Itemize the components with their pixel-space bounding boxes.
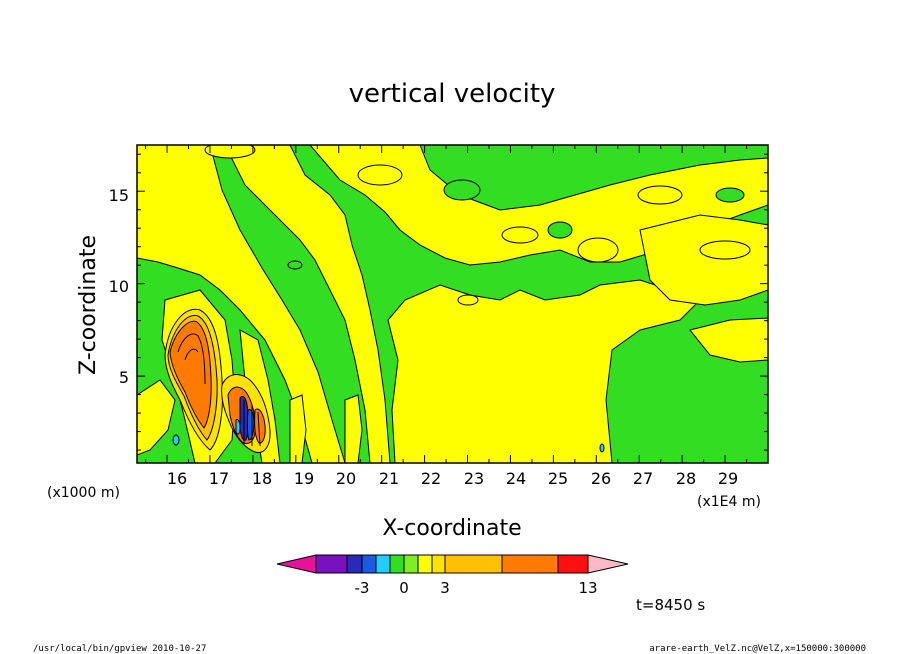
footer-left: /usr/local/bin/gpview 2010-10-27 bbox=[33, 644, 206, 654]
colorbar-tick-label: 13 bbox=[578, 579, 597, 597]
x-unit-label: (x1E4 m) bbox=[697, 494, 761, 510]
colorbar-tick-label: -3 bbox=[355, 579, 370, 597]
colorbar-segment bbox=[346, 554, 363, 574]
colorbar-extend-high bbox=[587, 554, 629, 574]
y-tick-label: 10 bbox=[109, 277, 129, 296]
x-tick-label: 27 bbox=[633, 469, 653, 488]
colorbar-segment bbox=[431, 554, 446, 574]
y-tick-labels: 5 10 15 bbox=[109, 186, 129, 387]
x-tick-label: 17 bbox=[209, 469, 229, 488]
x-axis-ticks bbox=[145, 145, 769, 463]
x-tick-label: 19 bbox=[294, 469, 314, 488]
y-axis-label: Z-coordinate bbox=[76, 235, 101, 375]
x-tick-label: 21 bbox=[379, 469, 399, 488]
colorbar-extend-low bbox=[276, 554, 317, 574]
colorbar-tick-label: 3 bbox=[440, 579, 450, 597]
colorbar-labels: -3 0 3 13 bbox=[355, 579, 598, 597]
y-axis-ticks bbox=[137, 153, 768, 451]
x-axis-label: X-coordinate bbox=[382, 516, 521, 541]
x-tick-label: 24 bbox=[506, 469, 526, 488]
field-updraft-core-lower bbox=[221, 374, 271, 454]
field-green-islands bbox=[287, 179, 745, 270]
x-tick-labels: 16 17 18 19 20 21 22 23 24 25 26 27 28 2… bbox=[167, 469, 738, 488]
axes-frame bbox=[136, 144, 769, 464]
field-updraft-core-left bbox=[164, 308, 223, 451]
chart-title: vertical velocity bbox=[349, 79, 556, 109]
x-tick-label: 28 bbox=[676, 469, 696, 488]
colorbar-segment bbox=[417, 554, 433, 574]
colorbar-tick-label: 0 bbox=[399, 579, 409, 597]
y-unit-label: (x1000 m) bbox=[47, 485, 120, 501]
field-small-downdrafts bbox=[172, 434, 605, 453]
x-tick-label: 18 bbox=[252, 469, 272, 488]
x-tick-label: 20 bbox=[336, 469, 356, 488]
x-tick-label: 26 bbox=[591, 469, 611, 488]
x-tick-label: 22 bbox=[421, 469, 441, 488]
x-tick-label: 29 bbox=[718, 469, 738, 488]
colorbar-segment bbox=[403, 554, 419, 574]
x-tick-label: 25 bbox=[548, 469, 568, 488]
colorbar bbox=[276, 554, 629, 574]
y-tick-label: 5 bbox=[119, 368, 129, 387]
plot-area bbox=[137, 145, 768, 463]
colorbar-segment bbox=[501, 554, 559, 574]
colorbar-segment bbox=[444, 554, 503, 574]
y-tick-label: 15 bbox=[109, 186, 129, 205]
colorbar-segment bbox=[315, 554, 348, 574]
x-tick-label: 23 bbox=[464, 469, 484, 488]
colorbar-segment bbox=[557, 554, 589, 574]
footer-right: arare-earth_VelZ.nc@VelZ,x=150000:300000 bbox=[649, 644, 866, 654]
x-tick-label: 16 bbox=[167, 469, 187, 488]
time-label: t=8450 s bbox=[636, 596, 705, 614]
colorbar-segment bbox=[375, 554, 391, 574]
colorbar-segment bbox=[361, 554, 377, 574]
colorbar-segment bbox=[389, 554, 405, 574]
field-yellow-regions bbox=[137, 145, 768, 463]
